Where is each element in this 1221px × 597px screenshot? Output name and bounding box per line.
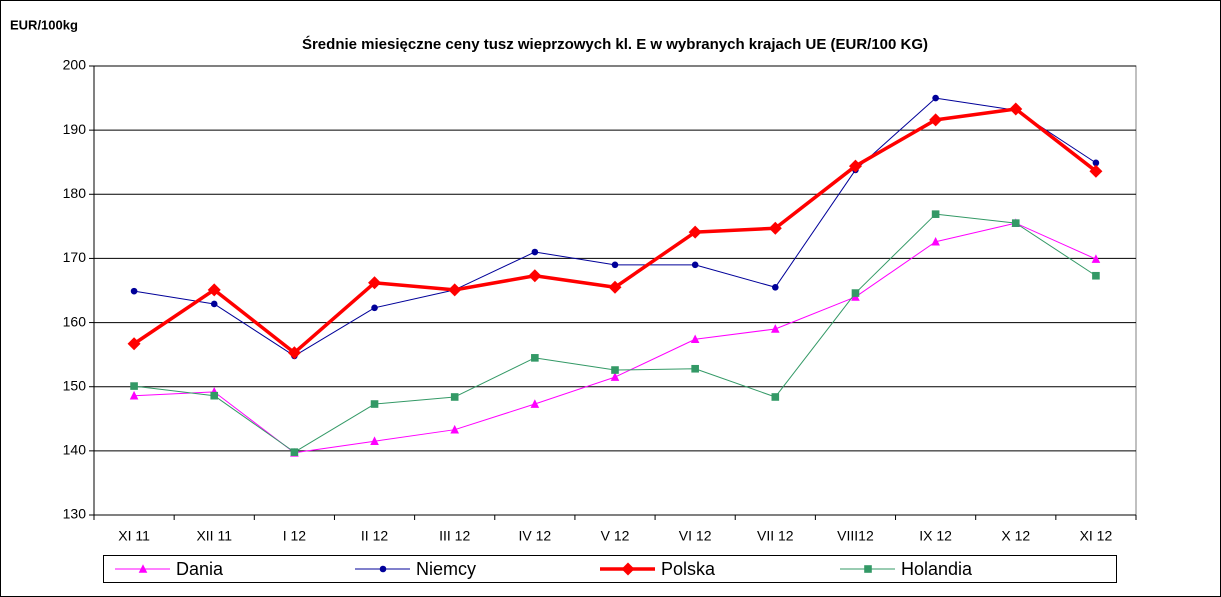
marker <box>1092 159 1100 167</box>
marker <box>370 436 379 446</box>
x-tick-label: II 12 <box>361 528 388 544</box>
x-tick-label: IX 12 <box>919 528 952 544</box>
marker <box>1009 102 1023 116</box>
marker <box>531 354 539 362</box>
marker <box>771 393 780 401</box>
marker <box>130 382 138 390</box>
marker <box>851 289 860 297</box>
y-tick-label: 130 <box>63 506 87 522</box>
marker <box>530 399 540 408</box>
x-tick-label: V 12 <box>601 528 630 544</box>
x-tick-label: III 12 <box>439 528 470 544</box>
marker <box>608 280 622 294</box>
marker <box>450 393 459 401</box>
marker <box>690 334 700 344</box>
marker <box>130 287 138 295</box>
y-tick-label: 200 <box>63 57 87 73</box>
marker <box>129 390 139 400</box>
y-tick-label: 160 <box>63 313 87 329</box>
marker <box>768 221 782 235</box>
x-tick-label: VIII12 <box>837 528 874 544</box>
y-tick-label: 190 <box>63 121 87 137</box>
y-tick-label: 170 <box>63 249 87 265</box>
x-tick-label: XI 12 <box>1080 528 1113 544</box>
marker <box>621 562 635 576</box>
legend-label: Dania <box>176 559 224 579</box>
y-tick-label: 140 <box>63 442 87 458</box>
marker <box>691 364 699 373</box>
marker <box>772 283 779 291</box>
marker <box>448 283 462 297</box>
chart-title: Średnie miesięczne ceny tusz wieprzowych… <box>302 35 928 53</box>
marker <box>210 300 218 308</box>
x-tick-label: VI 12 <box>679 528 712 544</box>
marker <box>929 113 943 127</box>
marker <box>528 269 542 283</box>
marker <box>290 448 299 456</box>
x-tick-label: VII 12 <box>757 528 794 544</box>
marker <box>1089 164 1103 178</box>
marker <box>691 261 699 269</box>
y-axis-label: EUR/100kg <box>10 17 78 32</box>
y-tick-label: 180 <box>63 185 87 201</box>
marker <box>138 564 148 573</box>
marker <box>611 261 619 269</box>
marker <box>1091 254 1101 263</box>
legend-label: Polska <box>661 559 716 579</box>
marker <box>210 391 219 400</box>
marker <box>127 337 141 351</box>
legend-label: Holandia <box>901 559 973 579</box>
y-tick-label: 150 <box>63 377 87 393</box>
marker <box>450 424 459 434</box>
marker <box>771 324 780 333</box>
marker <box>688 225 702 239</box>
x-tick-label: XII 11 <box>196 528 232 544</box>
x-tick-label: XI 11 <box>118 528 150 544</box>
marker <box>931 236 940 246</box>
x-tick-label: IV 12 <box>518 528 551 544</box>
x-tick-label: I 12 <box>283 528 307 544</box>
marker <box>848 159 862 173</box>
marker <box>864 565 872 573</box>
marker <box>370 400 379 408</box>
marker <box>610 372 620 381</box>
x-tick-label: X 12 <box>1001 528 1030 544</box>
marker <box>1011 219 1020 227</box>
legend-label: Niemcy <box>416 559 476 579</box>
marker <box>932 94 939 102</box>
marker <box>611 366 619 374</box>
marker <box>371 304 378 312</box>
marker <box>1092 271 1100 280</box>
marker <box>379 565 387 573</box>
marker <box>287 346 301 360</box>
marker <box>531 248 539 256</box>
marker <box>207 283 221 297</box>
marker <box>931 210 940 218</box>
marker <box>368 276 382 290</box>
